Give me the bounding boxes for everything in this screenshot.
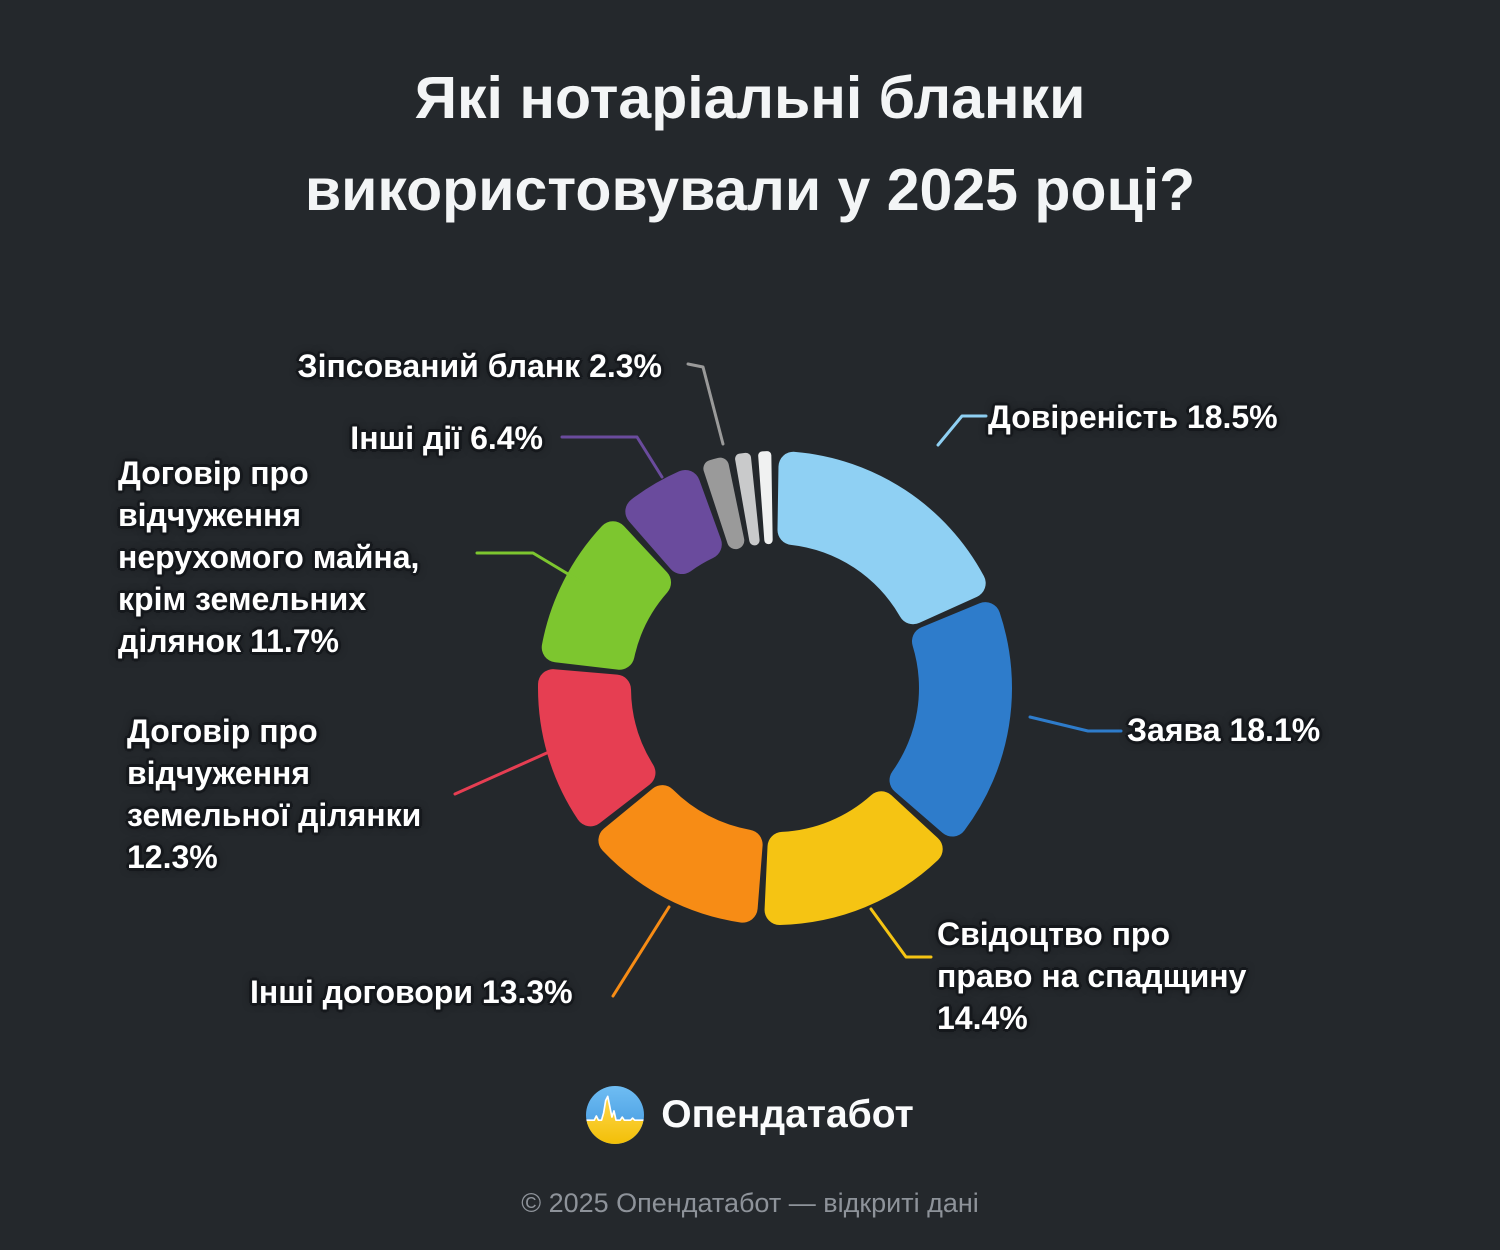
segment-label-line: земельної ділянки: [127, 797, 422, 833]
donut-segment-inshi-dohovory: [598, 785, 763, 923]
segment-label-line: Інші договори 13.3%: [250, 974, 573, 1010]
brand-row: Опендатабот: [0, 1085, 1500, 1145]
segment-label-svidotstvo: Свідоцтво про право на спадщину 14.4%: [937, 913, 1297, 1039]
donut-segment-nerukhome: [541, 521, 672, 670]
segment-label-inshi-diyi: Інші дії 6.4%: [245, 417, 543, 459]
segment-label-line: нерухомого майна,: [118, 539, 420, 575]
donut-segment-unlabeled-1: [735, 452, 760, 546]
brand-name: Опендатабот: [661, 1093, 914, 1136]
segment-label-line: Свідоцтво про: [937, 916, 1170, 952]
segment-label-line: відчуження: [118, 497, 302, 533]
segment-label-line: 14.4%: [937, 1000, 1028, 1036]
segment-label-line: право на спадщину: [937, 958, 1247, 994]
donut-segment-unlabeled-2: [758, 451, 773, 545]
segment-label-dovirenist: Довіреність 18.5%: [988, 396, 1328, 438]
donut-segment-zemelna: [538, 669, 656, 827]
leader-line-nerukhome: [475, 551, 585, 585]
leader-line-inshi-dohovory: [611, 905, 671, 998]
segment-label-line: Зіпсований бланк 2.3%: [297, 348, 662, 384]
segment-label-line: Заява 18.1%: [1127, 712, 1321, 748]
segment-label-line: Договір про: [127, 713, 318, 749]
page-title: Які нотаріальні бланки використовували у…: [0, 52, 1500, 236]
page-title-line: Які нотаріальні бланки: [414, 65, 1086, 131]
leader-line-zemelna: [453, 750, 551, 796]
segment-label-line: Довіреність 18.5%: [988, 399, 1278, 435]
donut-segment-zipsovanyi: [703, 457, 745, 550]
opendatabot-logo-icon: [586, 1086, 645, 1144]
segment-label-zayava: Заява 18.1%: [1127, 709, 1447, 751]
leader-line-zipsovanyi: [686, 362, 725, 446]
leader-line-inshi-diyi: [560, 435, 664, 479]
leader-line-zayava: [1028, 715, 1123, 733]
page-title-line: використовували у 2025 році?: [304, 157, 1196, 223]
segment-label-line: ділянок 11.7%: [118, 623, 339, 659]
copyright: © 2025 Опендатабот — відкриті дані: [521, 1188, 979, 1218]
segment-label-line: Договір про: [118, 455, 309, 491]
segment-label-zemelna: Договір про відчуження земельної ділянки 12…: [127, 710, 467, 878]
segment-label-line: крім земельних: [118, 581, 367, 617]
segment-label-line: відчуження: [127, 755, 311, 791]
donut-segment-inshi-diyi: [625, 469, 722, 575]
donut-segment-zayava: [889, 602, 1012, 837]
segment-label-line: 12.3%: [127, 839, 218, 875]
segment-label-nerukhome: Договір про відчуження нерухомого майна, кр…: [118, 452, 468, 662]
leader-line-svidotstvo: [869, 907, 933, 959]
segment-label-inshi-dohovory: Інші договори 13.3%: [250, 971, 670, 1013]
donut-segment-dovirenist: [777, 451, 986, 625]
donut-segment-svidotstvo: [764, 791, 943, 925]
segment-label-line: Інші дії 6.4%: [350, 420, 543, 456]
segment-label-zipsovanyi: Зіпсований бланк 2.3%: [222, 345, 662, 387]
leader-line-dovirenist: [936, 414, 988, 447]
